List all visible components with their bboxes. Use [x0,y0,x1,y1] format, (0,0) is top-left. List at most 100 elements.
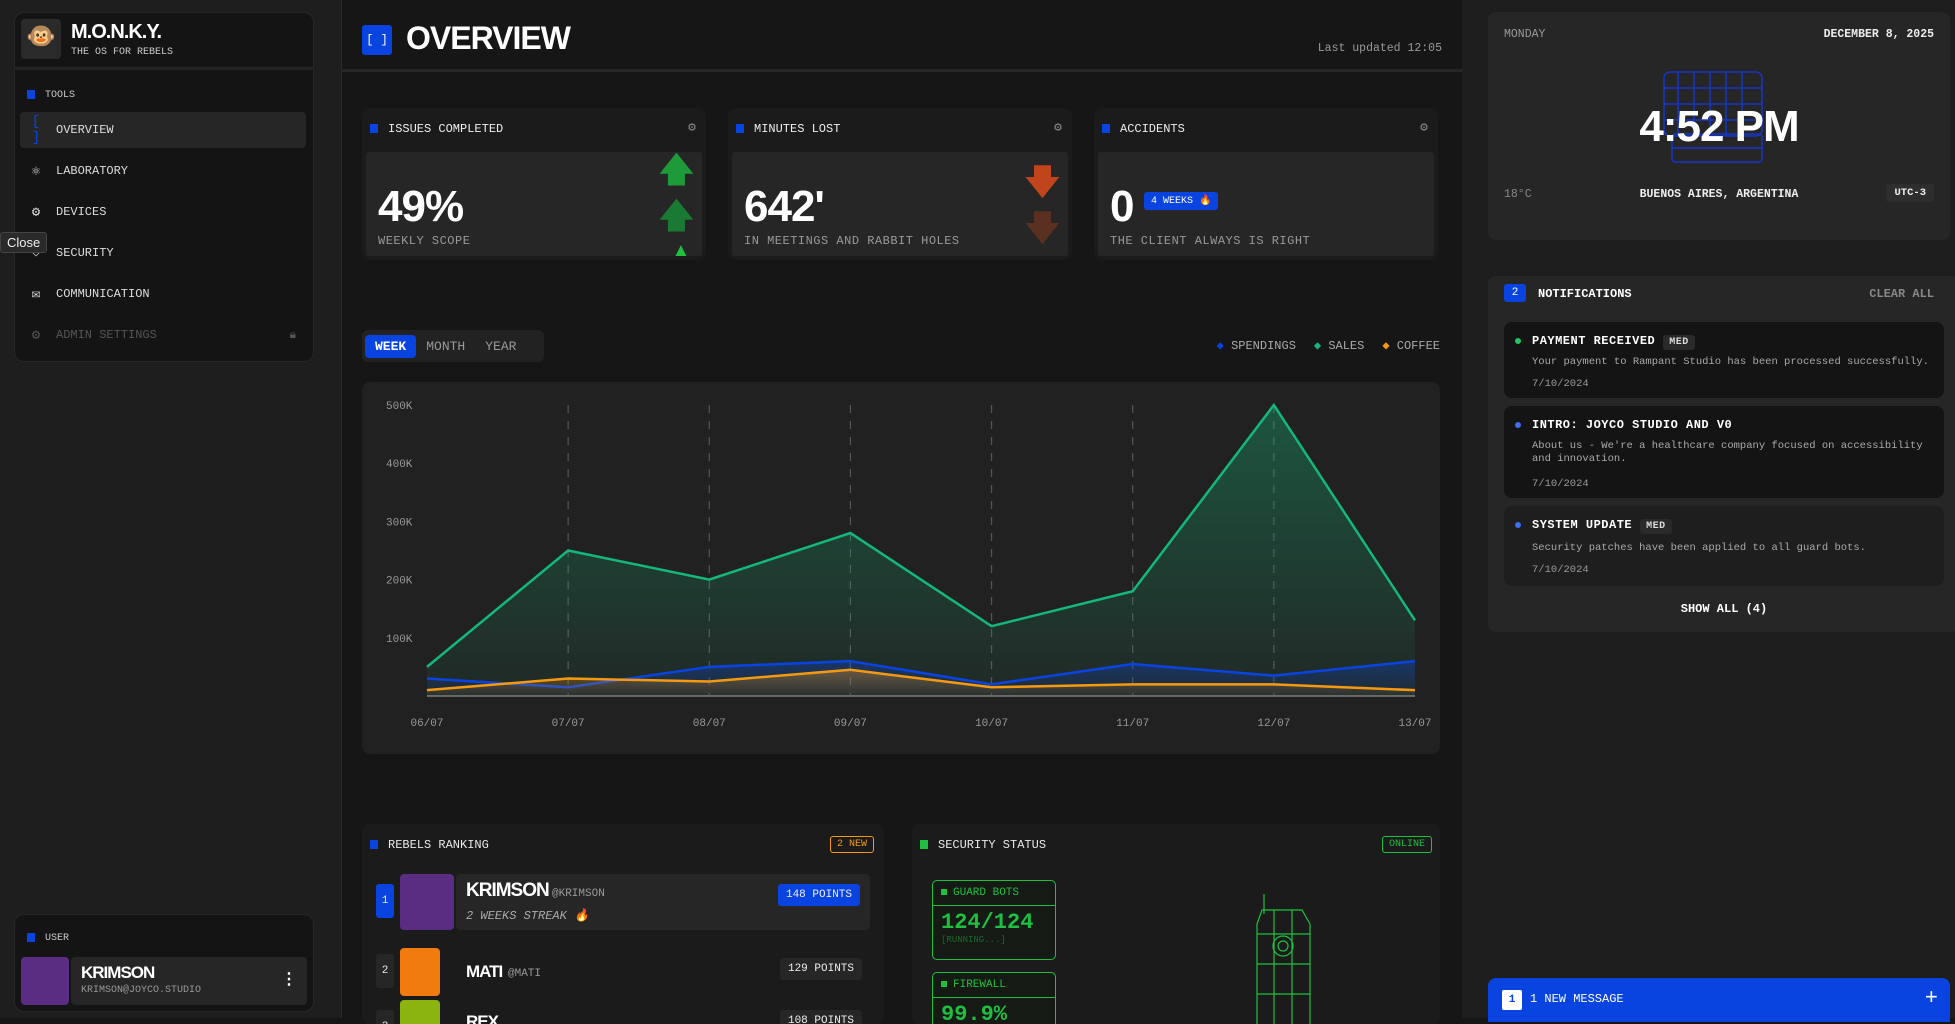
x-tick-label: 08/07 [693,718,726,730]
ranking-row[interactable]: 2 MATI @MATI 129 POINTS [376,944,872,1002]
legend-coffee: ◆ COFFEE [1382,339,1440,353]
y-tick-label: 200K [386,576,413,588]
tab-year[interactable]: YEAR [485,338,517,354]
right-panel: MONDAY DECEMBER 8, 2025 4:52 PM 18°C BUE… [1462,0,1955,1022]
x-tick-label: 12/07 [1257,718,1290,730]
y-tick-label: 500K [386,401,413,413]
user-section-label: USER [45,933,70,945]
settings-icon[interactable]: ⚙ [688,120,696,135]
line-sales [426,402,1417,668]
mail-icon: ✉ [31,286,41,303]
clear-all-button[interactable]: CLEAR ALL [1869,287,1934,301]
shield-icon: ⛉ [30,245,42,261]
lock-icon: 🔒︎ [289,328,296,342]
sidebar-item-overview[interactable]: [ ] OVERVIEW [20,112,306,148]
streak-badge: 4 WEEKS 🔥 [1144,192,1219,210]
brackets-icon: [ ] [31,114,41,146]
tools-section-label: TOOLS [27,90,75,101]
page-header: [ ] OVERVIEW Last updated 12:05 [342,0,1462,72]
notification-item[interactable]: INTRO: JOYCO STUDIO AND V0 About us - We'… [1504,406,1944,498]
monkey-logo-icon: 🐵 [21,19,61,59]
avatar [21,957,69,1005]
stat-value: 49% [378,182,464,231]
rebels-ranking-panel: REBELS RANKING 2 NEW 1 KRIMSON @KRIMSON … [362,824,884,1024]
user-panel: USER KRIMSON KRIMSON@JOYCO.STUDIO ⋮ [14,914,314,1012]
clock-widget: MONDAY DECEMBER 8, 2025 4:52 PM 18°C BUE… [1488,12,1950,240]
sidebar-item-laboratory[interactable]: ⚛ LABORATORY [20,153,306,189]
arrow-down-icon: 🡇 [1025,162,1060,202]
x-tick-label: 06/07 [410,718,443,730]
user-email: KRIMSON@JOYCO.STUDIO [81,985,202,996]
new-message-bar[interactable]: 1 1 NEW MESSAGE + [1488,978,1950,1022]
settings-icon[interactable]: ⚙ [1054,120,1062,135]
more-options-icon[interactable]: ⋮ [281,971,297,989]
chart-legend: ◆ SPENDINGS ◆ SALES ◆ COFFEE [1217,338,1440,353]
ranking-row[interactable]: 1 KRIMSON @KRIMSON 2 WEEKS STREAK 🔥 148 … [376,874,872,932]
arrow-up-icon: 🡅 [659,196,694,236]
area-chart: 06/07 07/07 08/07 09/07 10/07 11/07 12/07 13/07… [386,401,1432,730]
cpu-icon: ⚙ [31,204,41,221]
computer-wireframe-icon [1663,71,1763,163]
stat-card-accidents: ACCIDENTS ⚙ 0 4 WEEKS 🔥 THE CLIENT ALWAY… [1094,108,1438,260]
tab-week[interactable]: WEEK [365,334,417,358]
x-tick-label: 11/07 [1116,718,1149,730]
plus-icon[interactable]: + [1924,986,1938,1011]
guard-bots-card: GUARD BOTS 124/124 [RUNNING...] [932,880,1056,960]
notification-item[interactable]: SYSTEM UPDATE MED Security patches have be… [1504,506,1944,586]
notification-count: 2 [1504,284,1526,302]
tab-month[interactable]: MONTH [426,338,466,354]
y-tick-label: 400K [386,459,413,471]
stat-subtitle: WEEKLY SCOPE [378,234,471,248]
settings-icon[interactable]: ⚙ [1420,120,1428,135]
online-badge: ONLINE [1381,836,1432,853]
line-coffee [426,668,1416,692]
arrow-down-icon: 🡇 [1025,208,1060,248]
location: BUENOS AIRES, ARGENTINA [1639,188,1799,201]
gear-icon: ⚙ [31,327,41,344]
guard-bot-wireframe-icon [1256,894,1311,1024]
sidebar-item-devices[interactable]: ⚙ DEVICES [20,194,306,230]
stat-value: 0 [1110,182,1135,231]
legend-spendings: ◆ SPENDINGS [1216,339,1296,353]
last-updated: Last updated 12:05 [1317,42,1442,55]
new-badge: 2 NEW [829,836,874,853]
date-label: DECEMBER 8, 2025 [1823,28,1934,41]
area-sales [427,405,1415,696]
ranking-row[interactable]: 3 REX 108 POINTS [376,1000,872,1024]
stat-value: 642' [744,182,825,231]
show-all-button[interactable]: SHOW ALL (4) [1680,602,1768,616]
sidebar-item-communication[interactable]: ✉ COMMUNICATION [20,276,306,312]
time-display: 4:52 PM [1639,102,1799,151]
user-card[interactable]: KRIMSON KRIMSON@JOYCO.STUDIO ⋮ [71,957,307,1005]
period-tabs: WEEK MONTH YEAR [362,330,544,362]
avatar [400,1000,440,1024]
temperature: 18°C [1504,188,1532,201]
y-tick-label: 300K [386,517,413,529]
sidebar: 🐵 M.O.N.K.Y. THE OS FOR REBELS TOOLS [ ]… [0,0,342,1018]
avatar [400,874,454,930]
user-name: KRIMSON [81,963,155,982]
arrow-up-icon: 🡅 [659,152,694,190]
x-tick-label: 10/07 [975,718,1008,730]
day-label: MONDAY [1504,28,1546,41]
security-status-panel: SECURITY STATUS ONLINE GUARD BOTS 124/12… [912,824,1440,1024]
y-tick-label: 100K [386,634,413,646]
brand-name: M.O.N.K.Y. [71,21,162,43]
close-tooltip: Close [0,232,48,253]
stat-subtitle: IN MEETINGS AND RABBIT HOLES [744,234,960,248]
sidebar-item-admin-settings[interactable]: ⚙ ADMIN SETTINGS 🔒︎ [20,317,306,353]
x-tick-label: 13/07 [1398,718,1431,730]
x-tick-label: 09/07 [834,718,867,730]
main: [ ] OVERVIEW Last updated 12:05 ISSUES C… [342,0,1462,1024]
notifications-panel: 2 NOTIFICATIONS CLEAR ALL PAYMENT RECEIV… [1488,276,1955,632]
security-title: SECURITY STATUS [920,838,1046,852]
avatar [400,948,440,996]
notification-item[interactable]: PAYMENT RECEIVED MED Your payment to Rampa… [1504,322,1944,398]
sidebar-item-security[interactable]: ⛉ SECURITY [20,235,306,271]
arrow-up-icon: ▲ [667,236,694,256]
chart-panel: 06/07 07/07 08/07 09/07 10/07 11/07 12/07 13/07… [362,382,1440,754]
atom-icon: ⚛ [31,163,41,180]
ranking-title: REBELS RANKING [370,838,489,852]
brackets-icon: [ ] [362,25,392,55]
area-coffee [427,669,1415,696]
